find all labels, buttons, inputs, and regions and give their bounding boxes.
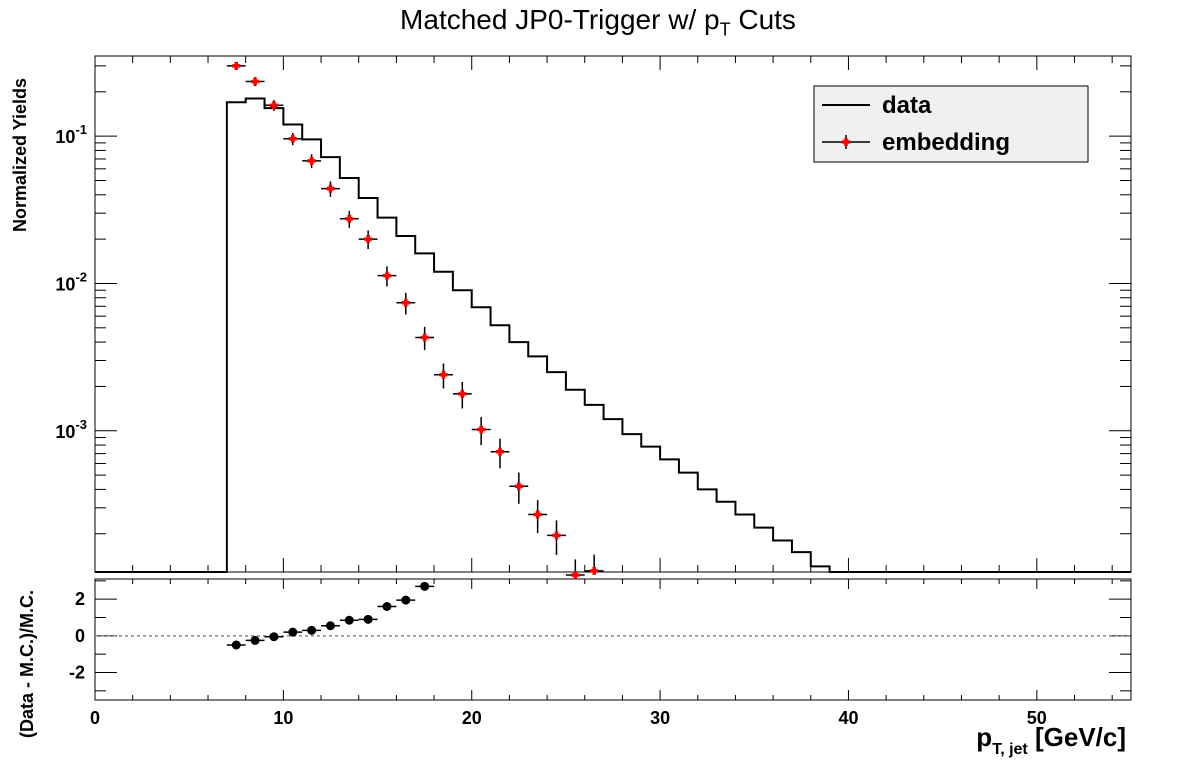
- x-tick-label: 20: [462, 708, 482, 728]
- embedding-point: [420, 333, 429, 342]
- chart-title-subscript: T: [719, 19, 731, 40]
- ratio-point: [325, 621, 335, 631]
- embedding-point: [288, 134, 297, 143]
- ratio-point: [307, 625, 317, 635]
- legend-data-label: data: [882, 92, 932, 119]
- tick-base: 10: [55, 422, 75, 442]
- embedding-point: [514, 482, 523, 491]
- embedding-point: [439, 370, 448, 379]
- top-y-axis-label: Normalized Yields: [10, 78, 30, 232]
- bottom-y-tick-label: -2: [69, 663, 85, 683]
- x-axis-label-subscript: T, jet: [992, 741, 1028, 758]
- legend-embedding-swatch-marker: [842, 138, 850, 146]
- embedding-point: [345, 214, 354, 223]
- chart-title-tail: Cuts: [730, 4, 796, 35]
- ratio-point: [401, 595, 411, 605]
- tick-base: 10: [55, 274, 75, 294]
- data-histogram-line: [95, 97, 1131, 573]
- tick-exponent: -1: [75, 122, 87, 137]
- embedding-point: [458, 389, 467, 398]
- chart-title-main: Matched JP0-Trigger w/ p: [400, 4, 720, 35]
- ratio-point: [250, 635, 260, 645]
- tick-exponent: -3: [75, 417, 87, 432]
- chart-title: Matched JP0-Trigger w/ pT Cuts: [0, 4, 1196, 41]
- embedding-point: [590, 566, 599, 575]
- x-axis-label-unit: [GeV/c]: [1028, 722, 1126, 752]
- top-y-tick-label: 10-3: [55, 417, 87, 442]
- x-tick-label: 50: [1027, 708, 1047, 728]
- legend-embedding-label: embedding: [882, 129, 1010, 156]
- embedding-point: [251, 77, 260, 86]
- bottom-y-tick-label: 2: [75, 589, 85, 609]
- top-plot-frame: [94, 55, 1132, 573]
- embedding-point: [552, 531, 561, 540]
- embedding-point: [307, 156, 316, 165]
- embedding-point: [364, 235, 373, 244]
- ratio-point: [344, 615, 354, 625]
- x-tick-label: 10: [273, 708, 293, 728]
- embedding-point: [571, 570, 580, 579]
- legend-box: [813, 85, 1089, 163]
- x-tick-label: 0: [90, 708, 100, 728]
- top-y-tick-label: 10-2: [55, 269, 87, 294]
- top-y-tick-label: 10-1: [55, 122, 87, 147]
- embedding-point: [401, 298, 410, 307]
- embedding-point: [495, 447, 504, 456]
- x-tick-label: 40: [838, 708, 858, 728]
- x-axis-label: pT, jet [GeV/c]: [976, 722, 1126, 758]
- embedding-point: [326, 184, 335, 193]
- tick-exponent: -2: [75, 269, 87, 284]
- bottom-plot-frame: [94, 578, 1132, 701]
- ratio-point: [420, 581, 430, 591]
- ratio-point: [288, 627, 298, 637]
- ratio-point: [382, 602, 392, 611]
- embedding-point: [477, 425, 486, 434]
- ratio-point: [231, 640, 241, 650]
- x-tick-label: 30: [650, 708, 670, 728]
- x-axis-label-main: p: [976, 722, 992, 752]
- bottom-y-tick-label: 0: [75, 626, 85, 646]
- ratio-point: [363, 614, 373, 624]
- bottom-y-axis-label: (Data - M.C.)/M.C.: [17, 590, 37, 738]
- ratio-point: [269, 632, 279, 642]
- embedding-point: [382, 271, 391, 280]
- legend: data embedding: [813, 85, 1089, 163]
- embedding-point: [533, 510, 542, 519]
- embedding-point: [232, 61, 241, 70]
- tick-base: 10: [55, 127, 75, 147]
- embedding-point: [269, 101, 278, 110]
